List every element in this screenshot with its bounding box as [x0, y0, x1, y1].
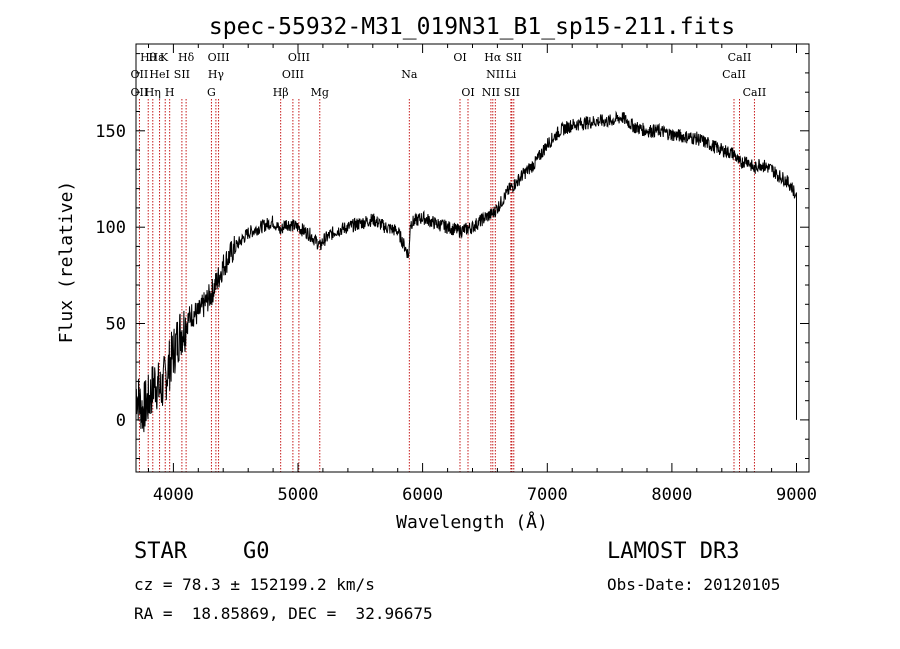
line-label-17: Li: [505, 68, 516, 81]
line-label-23: Hβ: [273, 86, 289, 99]
line-label-1: Hε: [149, 51, 165, 64]
y-axis-label: Flux (relative): [56, 181, 77, 344]
x-tick-label: 4000: [153, 485, 194, 505]
redshift-cz: cz = 78.3 ± 152199.2 km/s: [134, 575, 375, 594]
line-label-20: Hη: [145, 86, 161, 99]
spectral-subclass: G0: [243, 539, 270, 564]
ra-dec-coordinates: RA = 18.85869, DEC = 32.96675: [134, 604, 433, 623]
x-tick-label: 8000: [651, 485, 692, 505]
x-tick-label: 7000: [527, 485, 568, 505]
y-axis: 0 50 100 150: [95, 53, 809, 459]
line-label-5: OIII: [288, 51, 310, 64]
line-label-12: SII: [174, 68, 190, 81]
spectral-lines: [138, 99, 755, 472]
line-label-11: HeI: [149, 68, 169, 81]
survey-name: LAMOST DR3: [607, 539, 740, 564]
line-label-15: Na: [401, 68, 418, 81]
x-tick-label: 9000: [776, 485, 817, 505]
chart-title: spec-55932-M31_019N31_B1_sp15-211.fits: [209, 14, 735, 40]
x-axis-label: Wavelength (Å): [396, 511, 548, 533]
line-label-7: Hα: [484, 51, 502, 64]
line-label-18: CaII: [722, 68, 746, 81]
line-label-0: Hθ: [140, 51, 157, 64]
x-axis: 4000 5000 6000 7000 8000 9000: [148, 44, 817, 505]
line-label-6: OI: [453, 51, 466, 64]
plot-frame: [135, 43, 810, 473]
y-tick-label: 0: [116, 411, 126, 431]
line-label-2: K: [160, 51, 169, 64]
object-class: STAR: [134, 539, 187, 564]
line-label-14: OIII: [282, 68, 304, 81]
line-label-4: OIII: [208, 51, 230, 64]
observation-date: Obs-Date: 20120105: [607, 575, 781, 594]
line-label-8: SII: [506, 51, 522, 64]
line-label-28: CaII: [743, 86, 767, 99]
line-label-3: Hδ: [178, 51, 195, 64]
x-tick-label: 6000: [402, 485, 443, 505]
flux-series-line: [135, 110, 797, 433]
line-label-10: OII: [131, 68, 149, 81]
x-tick-label: 5000: [278, 485, 319, 505]
line-label-21: H: [165, 86, 175, 99]
y-tick-label: 50: [106, 315, 126, 335]
line-label-25: OI: [461, 86, 474, 99]
line-label-16: NII: [486, 68, 504, 81]
line-label-26: NII: [482, 86, 500, 99]
line-label-9: CaII: [728, 51, 752, 64]
line-label-24: Mg: [311, 86, 329, 99]
y-tick-label: 100: [95, 218, 126, 238]
line-label-22: G: [207, 86, 216, 99]
line-label-27: SII: [504, 86, 520, 99]
y-tick-label: 150: [95, 122, 126, 142]
line-label-13: Hγ: [208, 68, 225, 81]
